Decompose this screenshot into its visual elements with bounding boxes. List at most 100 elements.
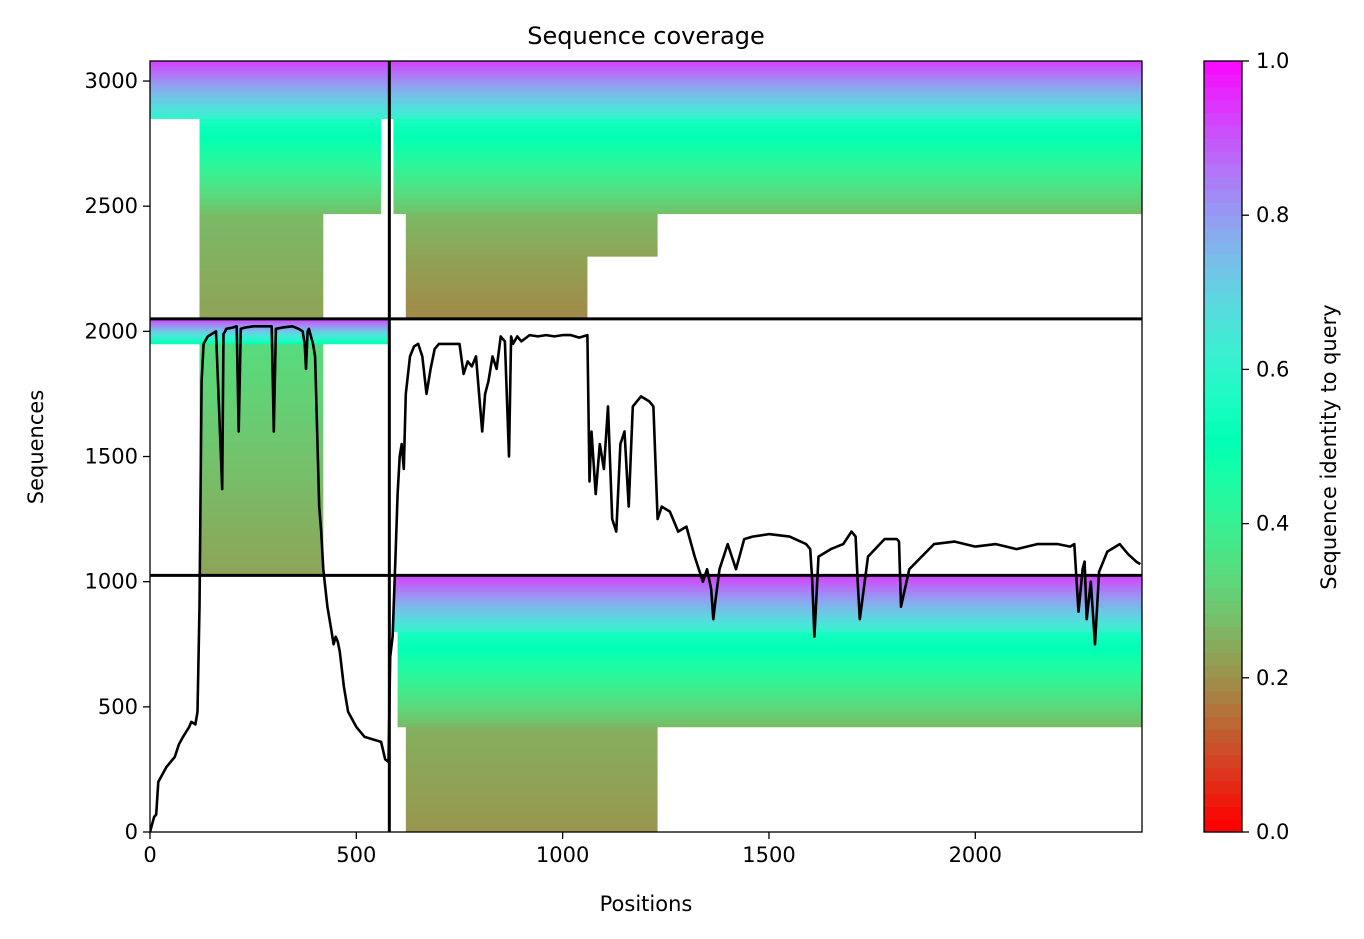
coverage-cell: [393, 146, 1142, 151]
plot-frame: [149, 60, 1143, 833]
coverage-cell: [405, 287, 588, 291]
coverage-cell: [393, 627, 1142, 630]
y-tick-label: 500: [98, 695, 138, 719]
coverage-cell: [199, 154, 382, 159]
colorbar-swatch: [1204, 562, 1242, 576]
coverage-cell: [150, 323, 390, 325]
x-tick-label: 500: [336, 843, 376, 867]
coverage-cell: [199, 343, 324, 354]
coverage-cell: [389, 63, 1142, 67]
coverage-cell: [405, 292, 588, 296]
coverage-cell: [405, 305, 588, 309]
colorbar-swatch: [1204, 305, 1242, 319]
chart-title: Sequence coverage: [527, 22, 764, 50]
coverage-cell: [150, 333, 390, 335]
colorbar-tick-label: 0.8: [1256, 203, 1289, 227]
coverage-cell: [389, 104, 1142, 107]
coverage-cell: [393, 622, 1142, 626]
coverage-cell: [199, 181, 382, 187]
coverage-cell: [393, 134, 1142, 139]
coverage-cell: [405, 775, 658, 780]
coverage-cell: [393, 596, 1142, 600]
colorbar-swatch: [1204, 407, 1242, 422]
y-tick-label: 1500: [85, 445, 138, 469]
coverage-cell: [150, 113, 390, 117]
coverage-cell: [405, 252, 658, 255]
coverage-cell: [405, 740, 658, 745]
colorbar-swatch: [1204, 806, 1242, 820]
coverage-cell: [199, 122, 382, 127]
coverage-cell: [405, 282, 588, 286]
coverage-cell: [389, 113, 1142, 117]
coverage-cell: [405, 753, 658, 758]
x-axis-label: Positions: [600, 892, 693, 916]
coverage-cell: [150, 332, 390, 334]
coverage-cell: [199, 314, 324, 320]
coverage-cell: [393, 598, 1142, 602]
coverage-cell: [393, 118, 1142, 123]
coverage-cell: [199, 257, 324, 263]
coverage-cell: [405, 240, 658, 243]
coverage-cell: [393, 142, 1142, 147]
x-tick-label: 1500: [742, 843, 795, 867]
coverage-cell: [405, 796, 658, 802]
coverage-cell: [389, 87, 1142, 91]
colorbar-swatch: [1204, 433, 1242, 448]
colorbar-swatch: [1204, 163, 1242, 178]
coverage-cell: [405, 238, 658, 241]
coverage-cell: [199, 170, 382, 175]
coverage-cell: [393, 617, 1142, 621]
colorbar-swatch: [1204, 664, 1242, 679]
coverage-cell: [199, 231, 324, 237]
colorbar-swatch: [1204, 754, 1242, 769]
coverage-cell: [150, 111, 390, 115]
coverage-cell: [393, 580, 1142, 583]
coverage-cell: [199, 138, 382, 143]
coverage-cell: [389, 70, 1142, 74]
coverage-cell: [405, 284, 588, 288]
x-tick-label: 0: [143, 843, 156, 867]
coverage-cell: [405, 236, 658, 239]
coverage-cell: [397, 718, 1142, 724]
coverage-cell: [199, 185, 382, 191]
coverage-cell: [397, 659, 1142, 664]
colorbar-swatch: [1204, 420, 1242, 435]
coverage-cell: [389, 96, 1142, 100]
coverage-cell: [199, 440, 324, 451]
coverage-cell: [389, 75, 1142, 79]
colorbar-swatch: [1204, 86, 1242, 101]
coverage-cell: [397, 714, 1142, 720]
coverage-cell: [405, 300, 588, 304]
coverage-cell: [405, 279, 588, 283]
coverage-cell: [405, 814, 658, 820]
colorbar-swatch: [1204, 318, 1242, 332]
coverage-cell: [405, 220, 658, 223]
coverage-cell: [389, 68, 1142, 71]
coverage-cell: [397, 675, 1142, 680]
coverage-cell: [405, 823, 658, 829]
colorbar-tick-label: 0.4: [1256, 512, 1289, 536]
coverage-cell: [199, 253, 324, 258]
coverage-cell: [389, 80, 1142, 83]
colorbar-swatch: [1204, 369, 1242, 383]
coverage-cell: [405, 805, 658, 811]
colorbar-swatch: [1204, 395, 1242, 409]
coverage-cell: [393, 584, 1142, 588]
coverage-cell: [199, 150, 382, 155]
coverage-cell: [389, 106, 1142, 110]
coverage-cell: [393, 154, 1142, 159]
coverage-line: [150, 324, 1141, 832]
coverage-cell: [393, 205, 1142, 211]
colorbar-swatch: [1204, 446, 1242, 460]
coverage-cell: [199, 288, 324, 293]
coverage-cell: [405, 264, 588, 268]
coverage-cell: [397, 631, 1142, 637]
y-tick-label: 2000: [85, 319, 138, 343]
coverage-cell: [389, 101, 1142, 105]
coverage-cell: [199, 193, 382, 199]
coverage-cell: [393, 589, 1142, 593]
coverage-cell: [150, 63, 390, 67]
colorbar-swatch: [1204, 523, 1242, 538]
coverage-heatmap: [150, 61, 1142, 832]
coverage-cell: [405, 261, 588, 265]
